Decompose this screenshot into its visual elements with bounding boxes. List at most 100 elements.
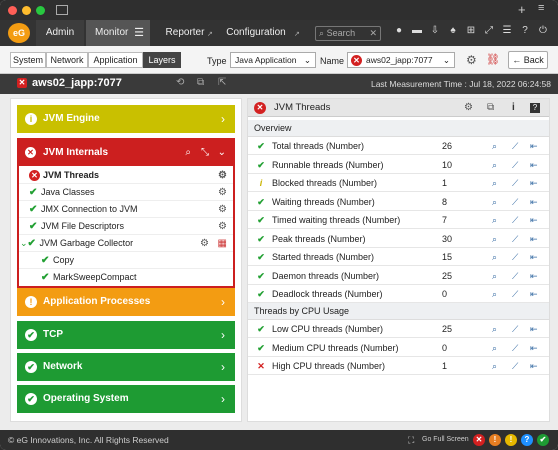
graph-icon[interactable]: ⟋ (512, 178, 519, 188)
full-screen-link[interactable]: Go Full Screen (422, 436, 469, 443)
magnify-icon[interactable]: ⌕ (492, 141, 498, 151)
history-icon[interactable]: ⇤ (530, 178, 538, 188)
logout-icon[interactable]: ⏻ (539, 25, 547, 36)
menu-icon[interactable]: ≡ (538, 2, 545, 14)
graph-icon[interactable]: ⟋ (512, 196, 519, 207)
history-icon[interactable]: ⇤ (530, 233, 538, 244)
nav-admin[interactable]: Admin (36, 20, 84, 46)
tab-application[interactable]: Application (88, 52, 143, 68)
graph-icon[interactable]: ⟋ (512, 324, 519, 334)
minor-alert-icon[interactable]: ! (505, 434, 517, 446)
layer-operating-system[interactable]: ✔ Operating System › (17, 385, 235, 413)
sub-layer-copy[interactable]: ✔ Copy (19, 252, 233, 269)
back-button[interactable]: ← Back (508, 51, 548, 69)
magnify-icon[interactable]: ⌕ (492, 361, 498, 371)
user-icon[interactable]: ● (395, 25, 403, 36)
chevron-down-icon[interactable]: ⌄ (217, 147, 226, 158)
settings-gear-icon[interactable]: ⚙ (218, 204, 227, 215)
magnify-icon[interactable]: ⌕ (492, 159, 498, 170)
layer-network[interactable]: ✔ Network › (17, 353, 235, 381)
history-icon[interactable]: ⇤ (530, 361, 538, 371)
fullscreen-icon[interactable]: ⛶ (408, 435, 415, 445)
tab-layers[interactable]: Layers (143, 52, 181, 68)
graph-icon[interactable]: ⟋ (512, 159, 519, 170)
graph-icon[interactable]: ⟋ (512, 289, 519, 299)
tab-system[interactable]: System (10, 52, 46, 68)
magnify-icon[interactable]: ⌕ (492, 324, 498, 334)
clear-search-icon[interactable]: ✕ (369, 28, 377, 38)
magnify-icon[interactable]: ⌕ (492, 196, 498, 207)
notification-icon[interactable]: ♠ (450, 25, 456, 36)
list-icon[interactable]: ☰ (502, 25, 512, 36)
jvm-internals-header[interactable]: ✕ JVM Internals ⌕ ⤡ ⌄ (19, 140, 233, 166)
graph-icon[interactable]: ⟋ (512, 361, 519, 371)
chevron-down-icon[interactable]: ⌄ (20, 238, 28, 248)
help-icon[interactable]: ? (522, 25, 528, 36)
magnify-icon[interactable]: ⌕ (492, 289, 498, 299)
history-icon[interactable]: ⇤ (530, 159, 538, 170)
settings-gear-icon[interactable]: ⚙ (464, 102, 473, 113)
graph-icon[interactable]: ⟋ (512, 252, 519, 262)
search-icon[interactable]: ⌕ (185, 147, 191, 158)
settings-gear-icon[interactable]: ⚙ (200, 238, 209, 249)
sub-layer-jvm-garbage-collector[interactable]: ⌄✔ JVM Garbage Collector ⚙ ▦ (19, 235, 233, 252)
magnify-icon[interactable]: ⌕ (492, 270, 498, 281)
clock-icon[interactable]: ⟲ (176, 77, 185, 88)
sitemap-icon[interactable]: ⊞ (466, 25, 476, 36)
maximize-window-button[interactable] (36, 6, 45, 15)
collapse-icon[interactable]: ⤡ (201, 147, 209, 158)
message-icon[interactable]: ▬ (412, 25, 422, 36)
tab-network[interactable]: Network (46, 52, 88, 68)
layer-jvm-engine[interactable]: i JVM Engine › (17, 105, 235, 133)
graph-icon[interactable]: ⤢ (485, 25, 493, 36)
nav-configuration[interactable]: Configuration ↗ (222, 20, 300, 46)
history-icon[interactable]: ⇤ (530, 324, 538, 334)
settings-gear-icon[interactable]: ⚙ (218, 170, 227, 181)
sub-layer-jvm-threads[interactable]: ✕ JVM Threads ⚙ (19, 167, 233, 184)
graph-icon[interactable]: ⟋ (512, 270, 519, 281)
graph-icon[interactable]: ⟋ (512, 342, 519, 353)
history-icon[interactable]: ⇤ (530, 342, 538, 353)
history-icon[interactable]: ⇤ (530, 270, 538, 281)
search-input[interactable]: ⌕ Search ✕ (315, 26, 381, 41)
history-icon[interactable]: ⇤ (530, 196, 538, 207)
normal-alert-icon[interactable]: ✔ (537, 434, 549, 446)
layer-tcp[interactable]: ✔ TCP › (17, 321, 235, 349)
new-tab-icon[interactable]: + (518, 2, 526, 17)
sub-layer-java-classes[interactable]: ✔ Java Classes ⚙ (19, 184, 233, 201)
eg-logo[interactable]: eG (8, 23, 30, 43)
magnify-icon[interactable]: ⌕ (492, 233, 498, 244)
copy-icon[interactable]: ⧉ (197, 77, 205, 88)
sub-layer-jmx-connection[interactable]: ✔ JMX Connection to JVM ⚙ (19, 201, 233, 218)
minimize-window-button[interactable] (22, 6, 31, 15)
topology-icon[interactable]: ⛓ (486, 54, 500, 66)
major-alert-icon[interactable]: ! (489, 434, 501, 446)
graph-icon[interactable]: ⟋ (512, 233, 519, 244)
window-icon[interactable]: ⧉ (487, 102, 495, 113)
report-icon[interactable]: ▦ (217, 238, 227, 249)
close-window-button[interactable] (8, 6, 17, 15)
magnify-icon[interactable]: ⌕ (492, 252, 498, 262)
graph-icon[interactable]: ⟋ (512, 141, 519, 151)
graph-icon[interactable]: ⟋ (512, 215, 519, 225)
export-icon[interactable]: ⇱ (218, 77, 227, 88)
unknown-alert-icon[interactable]: ? (521, 434, 533, 446)
settings-gear-icon[interactable]: ⚙ (218, 187, 227, 198)
magnify-icon[interactable]: ⌕ (492, 215, 498, 225)
nav-reporter[interactable]: Reporter ↗ (157, 20, 213, 46)
info-icon[interactable]: i (512, 102, 515, 113)
nav-monitor[interactable]: Monitor ☰ (86, 20, 150, 46)
critical-alert-icon[interactable]: ✕ (473, 434, 485, 446)
history-icon[interactable]: ⇤ (530, 215, 538, 225)
hamburger-icon[interactable]: ☰ (134, 27, 144, 39)
sidebar-toggle-icon[interactable] (56, 5, 68, 15)
magnify-icon[interactable]: ⌕ (492, 342, 498, 353)
magnify-icon[interactable]: ⌕ (492, 178, 498, 188)
history-icon[interactable]: ⇤ (530, 252, 538, 262)
name-select[interactable]: ✕ aws02_japp:7077 ⌄ (347, 52, 455, 68)
sub-layer-marksweepcompact[interactable]: ✔ MarkSweepCompact (19, 269, 233, 286)
history-icon[interactable]: ⇤ (530, 141, 538, 151)
sub-layer-jvm-file-descriptors[interactable]: ✔ JVM File Descriptors ⚙ (19, 218, 233, 235)
help-icon[interactable]: ? (530, 103, 540, 113)
settings-gear-icon[interactable]: ⚙ (466, 53, 477, 67)
